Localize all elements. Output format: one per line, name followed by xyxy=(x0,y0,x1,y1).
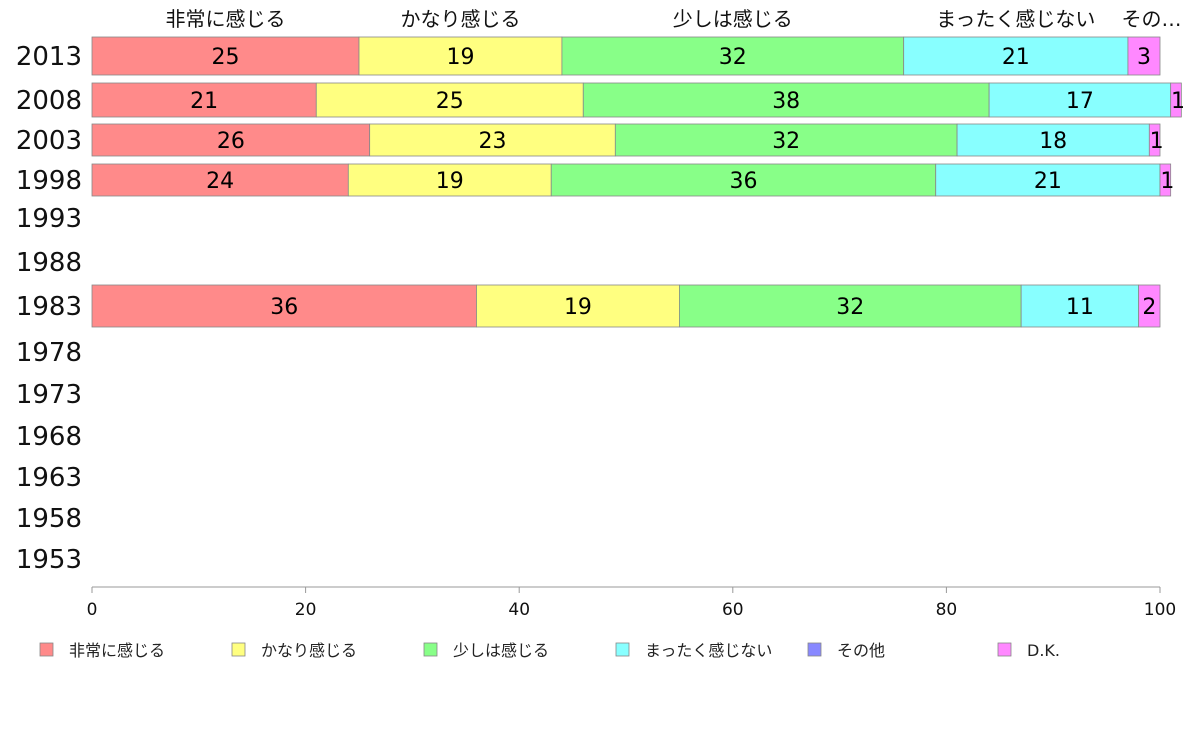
bar-2003-series-5 xyxy=(1148,123,1161,157)
data-label-1998-series-0: 24 xyxy=(206,169,234,194)
bar-2008-series-5 xyxy=(1170,82,1182,118)
x-tick-label-100: 100 xyxy=(1144,600,1176,620)
data-label-2013-series-5: 3 xyxy=(1137,45,1151,70)
legend-label-1: かなり感じる xyxy=(261,641,357,660)
data-label-2013-series-1: 19 xyxy=(446,45,474,70)
data-label-2003-series-2: 32 xyxy=(772,129,800,154)
x-tick-label-20: 20 xyxy=(295,600,317,620)
bar-2013-series-0 xyxy=(91,36,360,76)
data-label-1998-series-1: 19 xyxy=(436,169,464,194)
bar-1998-series-5 xyxy=(1159,163,1172,197)
data-label-2008-series-2: 38 xyxy=(772,89,800,114)
bar-1998-series-3 xyxy=(935,163,1161,197)
top-category-label-4: その… xyxy=(1121,7,1181,31)
bar-1998-series-0 xyxy=(91,163,349,197)
top-category-label-2: 少しは感じる xyxy=(673,7,793,31)
top-category-label-1: かなり感じる xyxy=(400,7,520,31)
data-label-1983-series-0: 36 xyxy=(270,295,298,320)
data-label-1983-series-3: 11 xyxy=(1066,295,1094,320)
bar-2013-series-3 xyxy=(903,36,1129,76)
legend-swatch-1 xyxy=(231,642,246,657)
data-label-2003-series-3: 18 xyxy=(1039,129,1067,154)
data-label-1998-series-2: 36 xyxy=(729,169,757,194)
x-tick-label-80: 80 xyxy=(936,600,958,620)
x-tick-label-40: 40 xyxy=(508,600,530,620)
top-category-label-0: 非常に感じる xyxy=(166,7,286,31)
x-tick-label-60: 60 xyxy=(722,600,744,620)
year-label-1953: 1953 xyxy=(16,545,82,575)
bar-2008-series-3 xyxy=(988,82,1172,118)
data-label-1983-series-2: 32 xyxy=(836,295,864,320)
bar-2008-series-0 xyxy=(91,82,317,118)
data-label-2008-series-0: 21 xyxy=(190,89,218,114)
legend-swatch-3 xyxy=(615,642,630,657)
year-label-2008: 2008 xyxy=(16,86,82,116)
bar-1983-series-5 xyxy=(1138,284,1161,328)
year-label-1973: 1973 xyxy=(16,380,82,410)
bar-1983-series-2 xyxy=(679,284,1022,328)
bar-1998-series-2 xyxy=(550,163,937,197)
year-label-1958: 1958 xyxy=(16,504,82,534)
bar-2003-series-2 xyxy=(614,123,958,157)
data-label-2003-series-5: 1 xyxy=(1150,129,1164,154)
data-label-1998-series-3: 21 xyxy=(1034,169,1062,194)
data-label-2003-series-1: 23 xyxy=(479,129,507,154)
data-label-2008-series-3: 17 xyxy=(1066,89,1094,114)
legend-swatch-5 xyxy=(997,642,1012,657)
data-label-2013-series-3: 21 xyxy=(1002,45,1030,70)
year-label-1983: 1983 xyxy=(16,292,82,322)
bar-2013-series-2 xyxy=(561,36,905,76)
x-tick-label-0: 0 xyxy=(87,600,98,620)
legend-label-5: D.K. xyxy=(1027,641,1060,660)
data-label-1983-series-1: 19 xyxy=(564,295,592,320)
data-label-2008-series-5: 1 xyxy=(1171,89,1185,114)
data-label-2013-series-0: 25 xyxy=(212,45,240,70)
year-label-1963: 1963 xyxy=(16,463,82,493)
legend-label-4: その他 xyxy=(837,641,885,660)
data-label-1998-series-5: 1 xyxy=(1160,169,1174,194)
top-category-label-3: まったく感じない xyxy=(936,7,1095,31)
bar-2008-series-2 xyxy=(582,82,990,118)
year-label-1968: 1968 xyxy=(16,422,82,452)
data-label-2013-series-2: 32 xyxy=(719,45,747,70)
year-label-1988: 1988 xyxy=(16,248,82,278)
year-label-1978: 1978 xyxy=(16,338,82,368)
bar-2003-series-3 xyxy=(956,123,1150,157)
year-label-1998: 1998 xyxy=(16,166,82,196)
legend-label-0: 非常に感じる xyxy=(69,641,165,660)
bar-1983-series-3 xyxy=(1020,284,1140,328)
legend-swatch-2 xyxy=(423,642,438,657)
year-label-2013: 2013 xyxy=(16,42,82,72)
data-label-1983-series-5: 2 xyxy=(1142,295,1156,320)
legend-label-2: 少しは感じる xyxy=(453,641,549,660)
year-label-1993: 1993 xyxy=(16,204,82,234)
legend-swatch-4 xyxy=(807,642,822,657)
bar-2013-series-1 xyxy=(358,36,563,76)
legend-label-3: まったく感じない xyxy=(645,641,772,660)
bar-2003-series-1 xyxy=(369,123,616,157)
data-label-2003-series-0: 26 xyxy=(217,129,245,154)
bar-2013-series-5 xyxy=(1127,36,1161,76)
legend-swatch-0 xyxy=(39,642,54,657)
data-label-2008-series-1: 25 xyxy=(436,89,464,114)
year-label-2003: 2003 xyxy=(16,126,82,156)
bar-2008-series-1 xyxy=(315,82,584,118)
bar-1983-series-0 xyxy=(91,284,477,328)
bar-2003-series-0 xyxy=(91,123,371,157)
bar-1983-series-1 xyxy=(476,284,680,328)
bar-1998-series-1 xyxy=(347,163,552,197)
